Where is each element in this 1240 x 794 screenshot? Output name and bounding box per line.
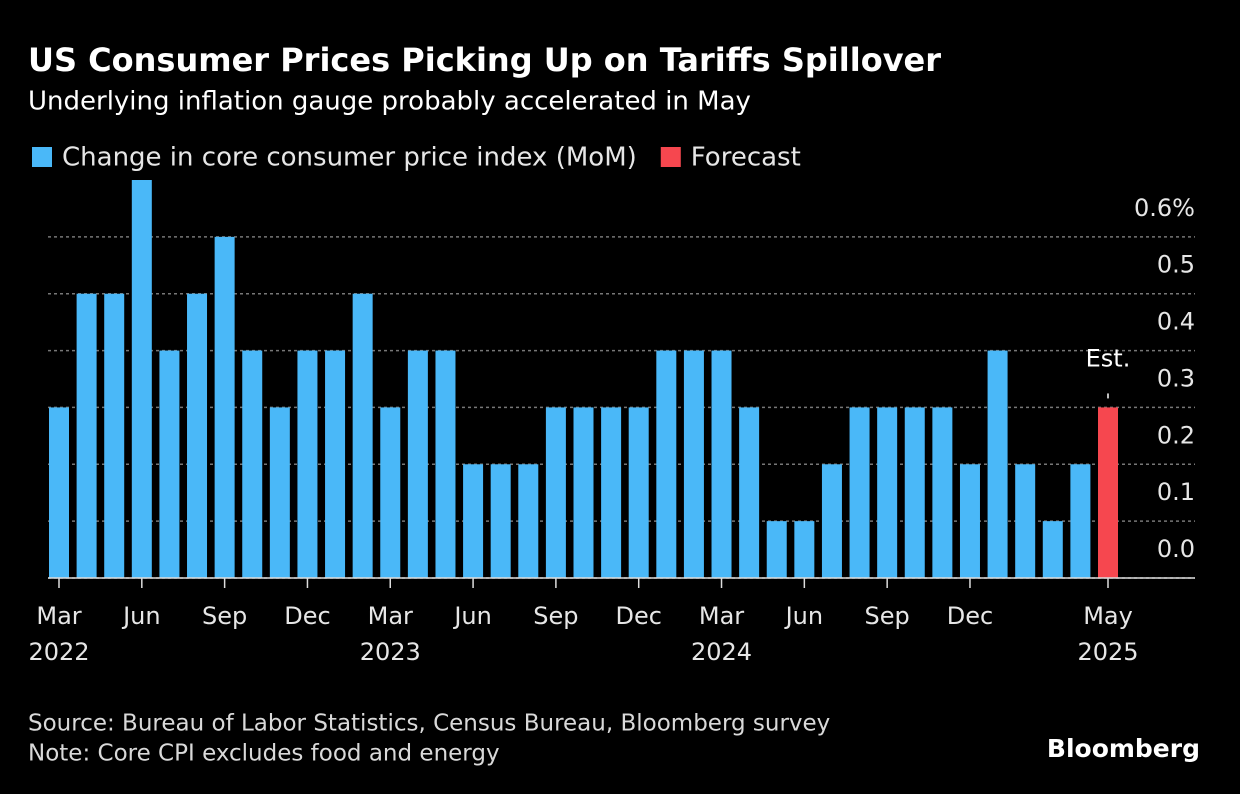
bar (104, 293, 125, 578)
bar (242, 350, 263, 578)
bar (545, 407, 566, 578)
bar (959, 464, 980, 578)
bar (1015, 464, 1036, 578)
bar (711, 350, 732, 578)
y-tick-label: 0.3 (1157, 364, 1195, 392)
bar (849, 407, 870, 578)
bar (877, 407, 898, 578)
x-year-label: 2024 (691, 638, 752, 666)
x-tick-label: Mar (699, 602, 744, 630)
bar (435, 350, 456, 578)
bar (159, 350, 180, 578)
x-year-label: 2023 (360, 638, 421, 666)
x-tick-label: Mar (368, 602, 413, 630)
bar (49, 407, 69, 578)
x-tick-label: Sep (533, 602, 578, 630)
legend-swatch (660, 147, 681, 167)
x-tick-label: Sep (865, 602, 910, 630)
x-tick-label: Jun (784, 602, 824, 630)
bar (932, 407, 953, 578)
bar (766, 521, 787, 578)
bar (463, 464, 484, 578)
y-tick-label: 0.2 (1157, 421, 1195, 449)
x-year-label: 2022 (28, 638, 89, 666)
bar (739, 407, 760, 578)
x-tick-label: Jun (452, 602, 492, 630)
bar (656, 350, 677, 578)
x-tick-label: May (1083, 602, 1133, 630)
bar (407, 350, 428, 578)
x-tick-label: Dec (947, 602, 993, 630)
bar (131, 180, 152, 578)
bar (628, 407, 649, 578)
legend-label: Forecast (691, 143, 801, 173)
legend-label: Change in core consumer price index (MoM… (62, 143, 637, 173)
x-tick-label: Mar (36, 602, 81, 630)
bar (573, 407, 594, 578)
bar (794, 521, 815, 578)
bar (297, 350, 318, 578)
x-year-label: 2025 (1077, 638, 1138, 666)
y-tick-label: 0.5 (1157, 251, 1195, 279)
x-tick-label: Dec (284, 602, 330, 630)
bar (683, 350, 704, 578)
legend-swatch (32, 147, 52, 167)
bar (518, 464, 539, 578)
bar (352, 293, 373, 578)
note: Note: Core CPI excludes food and energy (28, 741, 500, 767)
bar (601, 407, 622, 578)
bar (187, 293, 208, 578)
bar (1098, 407, 1118, 578)
bar (380, 407, 401, 578)
bar (490, 464, 511, 578)
brand: Bloomberg (1047, 734, 1200, 763)
bar (76, 293, 97, 578)
bar (325, 350, 346, 578)
x-tick-label: Dec (615, 602, 661, 630)
x-tick-label: Jun (121, 602, 161, 630)
y-tick-label: 0.1 (1157, 478, 1195, 506)
y-tick-label: 0.0 (1157, 535, 1195, 563)
chart-subtitle: Underlying inflation gauge probably acce… (28, 87, 751, 117)
bar (904, 407, 925, 578)
annotation: Est. (1086, 344, 1131, 372)
bar (821, 464, 842, 578)
x-tick-label: Sep (202, 602, 247, 630)
y-tick-label: 0.6% (1134, 194, 1195, 222)
bar (269, 407, 290, 578)
bar (214, 236, 235, 578)
bar (987, 350, 1008, 578)
source: Source: Bureau of Labor Statistics, Cens… (28, 711, 830, 737)
bar (1042, 521, 1063, 578)
y-tick-label: 0.4 (1157, 308, 1195, 336)
chart-title: US Consumer Prices Picking Up on Tariffs… (28, 41, 941, 79)
bar (1070, 464, 1091, 578)
